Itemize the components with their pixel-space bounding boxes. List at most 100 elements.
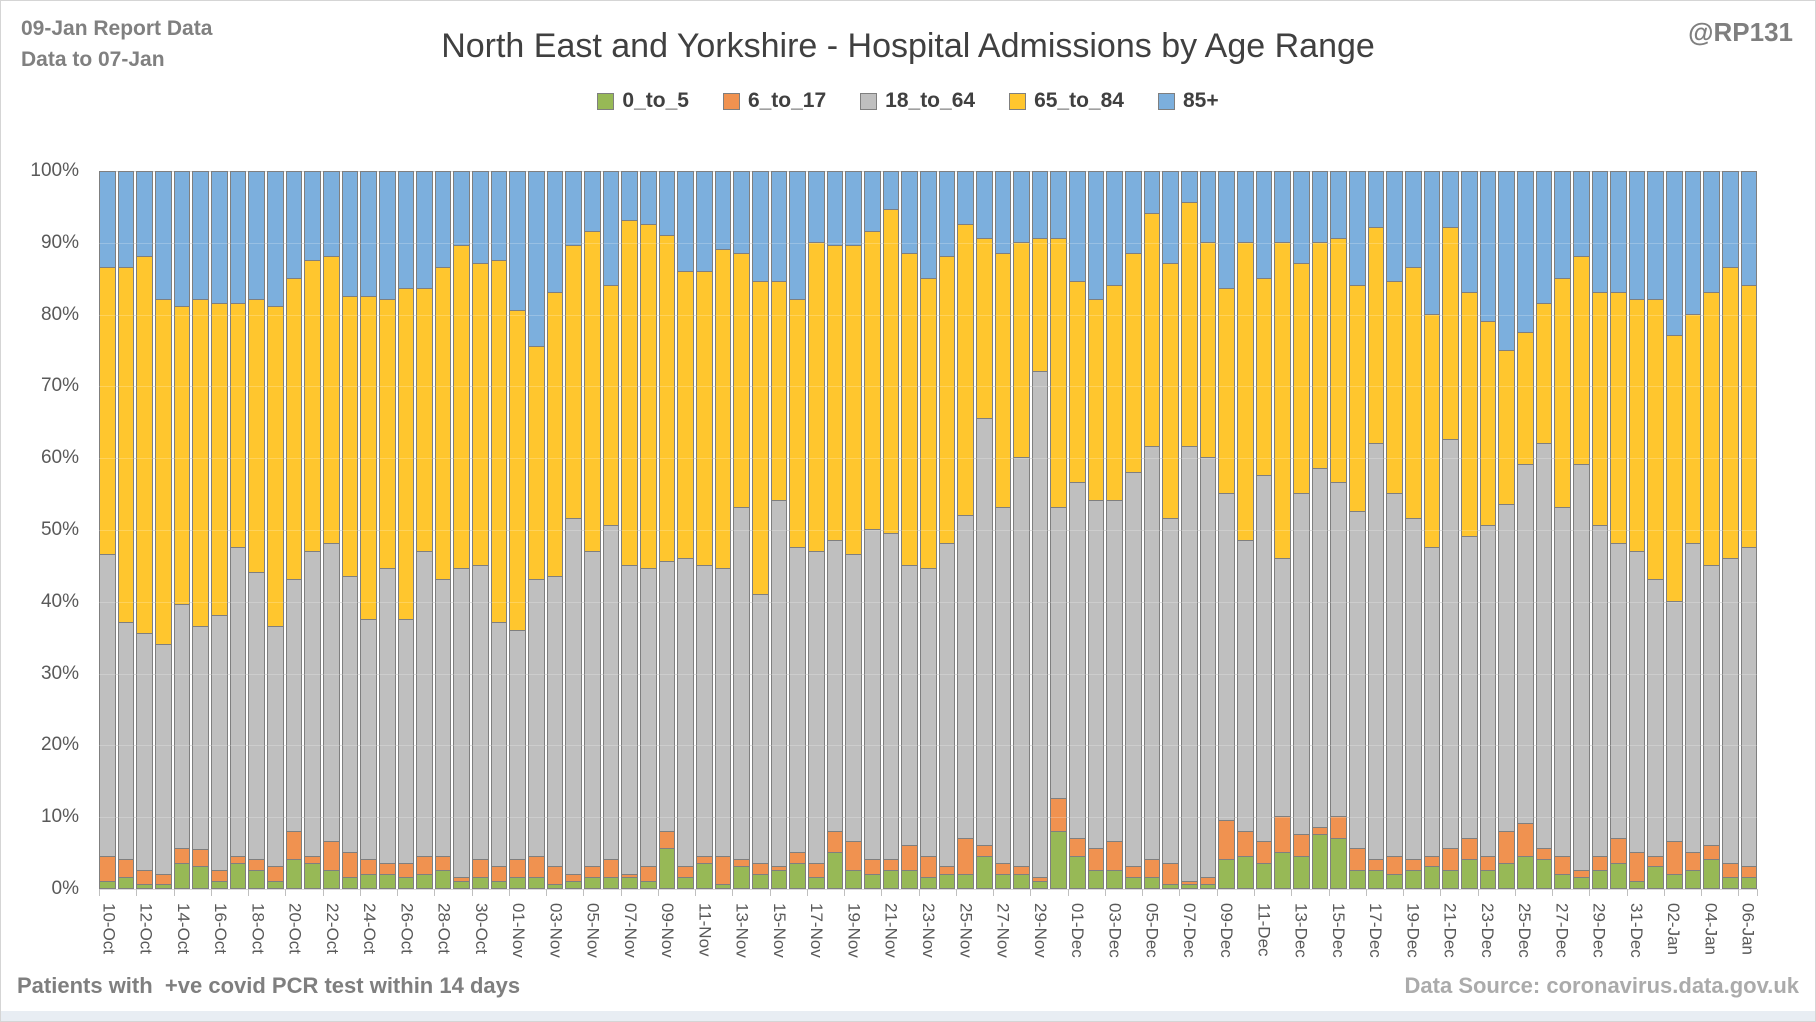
bar-01-Dec bbox=[1069, 171, 1086, 889]
segment-85+ bbox=[1199, 171, 1217, 243]
segment-0_to_5 bbox=[173, 863, 191, 889]
x-tick-label: 09-Dec bbox=[1217, 903, 1237, 958]
x-tick-label: 23-Dec bbox=[1477, 903, 1497, 958]
x-tick bbox=[732, 889, 734, 896]
segment-65_to_84 bbox=[621, 221, 639, 566]
segment-18_to_64 bbox=[696, 565, 713, 857]
x-tick-label: 05-Nov bbox=[583, 903, 603, 958]
segment-18_to_64 bbox=[1647, 580, 1665, 857]
segment-18_to_64 bbox=[304, 551, 321, 857]
x-tick-label: 01-Dec bbox=[1068, 903, 1088, 958]
segment-85+ bbox=[1722, 171, 1739, 268]
segment-0_to_5 bbox=[285, 860, 303, 889]
bar-21-Dec bbox=[1442, 171, 1459, 889]
bar-04-Dec bbox=[1125, 171, 1142, 889]
segment-85+ bbox=[1535, 171, 1553, 304]
x-tick bbox=[285, 889, 287, 896]
segment-65_to_84 bbox=[154, 300, 172, 645]
segment-85+ bbox=[136, 171, 153, 258]
segment-85+ bbox=[99, 171, 116, 268]
segment-65_to_84 bbox=[1330, 239, 1347, 484]
segment-0_to_5 bbox=[154, 885, 172, 889]
segment-0_to_5 bbox=[863, 874, 881, 889]
segment-65_to_84 bbox=[1442, 228, 1459, 441]
x-tick bbox=[546, 889, 548, 896]
segment-0_to_5 bbox=[1050, 831, 1068, 889]
segment-6_to_17 bbox=[546, 867, 564, 886]
x-tick-label: 16-Oct bbox=[211, 903, 231, 955]
bar-10-Oct bbox=[99, 171, 116, 889]
x-tick-label: 24-Oct bbox=[360, 903, 380, 955]
segment-18_to_64 bbox=[863, 529, 881, 861]
segment-85+ bbox=[1087, 171, 1105, 301]
segment-6_to_17 bbox=[1404, 860, 1422, 872]
segment-65_to_84 bbox=[565, 246, 583, 520]
segment-65_to_84 bbox=[1199, 242, 1217, 459]
segment-65_to_84 bbox=[733, 253, 750, 509]
segment-65_to_84 bbox=[99, 267, 116, 556]
segment-65_to_84 bbox=[1367, 228, 1385, 444]
x-tick-label: 07-Nov bbox=[620, 903, 640, 958]
segment-0_to_5 bbox=[1199, 885, 1217, 889]
segment-65_to_84 bbox=[453, 246, 471, 570]
segment-6_to_17 bbox=[621, 874, 639, 879]
segment-0_to_5 bbox=[1460, 860, 1478, 889]
segment-18_to_64 bbox=[1013, 458, 1030, 868]
segment-18_to_64 bbox=[1087, 501, 1105, 850]
segment-65_to_84 bbox=[901, 253, 918, 566]
bar-12-Dec bbox=[1274, 171, 1291, 889]
segment-18_to_64 bbox=[714, 569, 732, 857]
segment-85+ bbox=[1330, 171, 1347, 240]
bar-22-Dec bbox=[1460, 171, 1478, 889]
segment-85+ bbox=[1404, 171, 1422, 268]
bar-11-Nov bbox=[696, 171, 713, 889]
bar-03-Nov bbox=[546, 171, 564, 889]
bar-13-Nov bbox=[733, 171, 750, 889]
plot-area bbox=[99, 171, 1758, 890]
segment-18_to_64 bbox=[602, 526, 620, 861]
segment-6_to_17 bbox=[770, 867, 788, 872]
x-tick bbox=[1104, 889, 1106, 896]
y-tick-label: 50% bbox=[40, 519, 79, 540]
x-tick bbox=[508, 889, 510, 896]
segment-6_to_17 bbox=[807, 863, 825, 879]
bar-26-Oct bbox=[397, 171, 415, 889]
segment-0_to_5 bbox=[1143, 878, 1161, 889]
bar-17-Oct bbox=[229, 171, 247, 889]
segment-65_to_84 bbox=[1087, 300, 1105, 502]
report-note-line1: 09-Jan Report Data bbox=[21, 17, 213, 40]
segment-65_to_84 bbox=[1460, 293, 1478, 538]
segment-0_to_5 bbox=[1162, 885, 1180, 889]
x-tick bbox=[1514, 889, 1516, 896]
x-tick-label: 27-Nov bbox=[993, 903, 1013, 958]
segment-18_to_64 bbox=[248, 573, 265, 861]
segment-85+ bbox=[416, 171, 433, 290]
segment-6_to_17 bbox=[584, 867, 601, 879]
segment-65_to_84 bbox=[1348, 285, 1366, 513]
segment-0_to_5 bbox=[1386, 874, 1403, 889]
data-source: Data Source: coronavirus.data.gov.uk bbox=[1404, 973, 1799, 998]
segment-0_to_5 bbox=[1106, 871, 1124, 889]
segment-18_to_64 bbox=[975, 418, 993, 846]
bar-02-Jan bbox=[1666, 171, 1683, 889]
segment-6_to_17 bbox=[1255, 842, 1273, 864]
segment-85+ bbox=[248, 171, 265, 301]
segment-0_to_5 bbox=[266, 881, 284, 889]
bar-10-Nov bbox=[677, 171, 694, 889]
segment-85+ bbox=[845, 171, 862, 247]
segment-0_to_5 bbox=[192, 867, 209, 889]
segment-0_to_5 bbox=[1591, 871, 1609, 889]
segment-85+ bbox=[378, 171, 396, 301]
segment-65_to_84 bbox=[770, 282, 788, 502]
segment-18_to_64 bbox=[565, 519, 583, 875]
segment-0_to_5 bbox=[733, 867, 750, 889]
window-edge bbox=[1, 1011, 1815, 1021]
segment-0_to_5 bbox=[789, 863, 806, 889]
segment-85+ bbox=[360, 171, 377, 297]
x-tick bbox=[1701, 889, 1703, 896]
segment-65_to_84 bbox=[1535, 303, 1553, 444]
segment-18_to_64 bbox=[1330, 483, 1347, 818]
bar-29-Dec bbox=[1591, 171, 1609, 889]
segment-6_to_17 bbox=[733, 860, 750, 868]
segment-18_to_64 bbox=[341, 576, 359, 854]
